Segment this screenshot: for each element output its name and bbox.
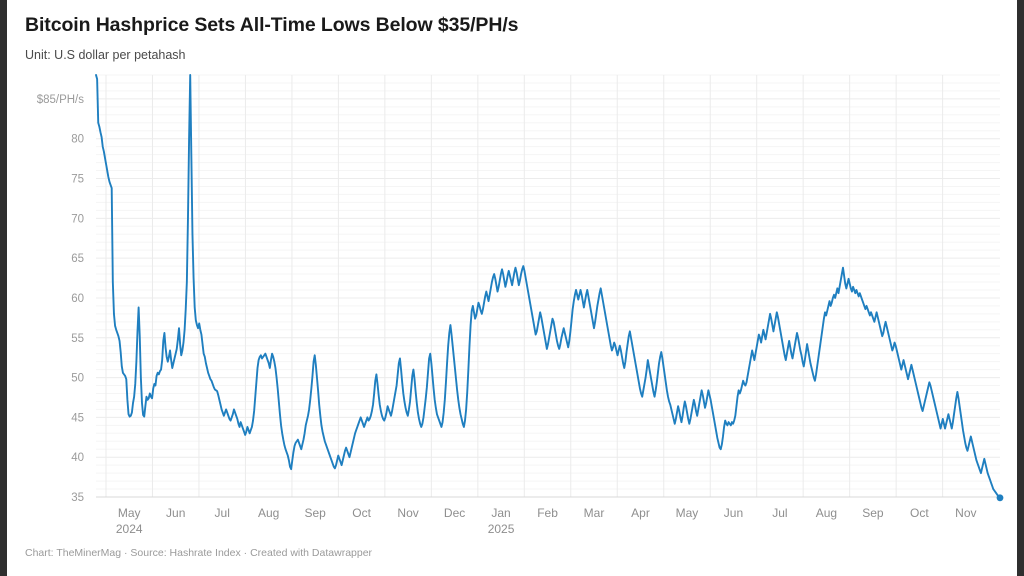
x-axis-tick-labels: May 2024 Jun Jul Aug Sep Oct Nov Dec Jan 2025 Feb Ma… bbox=[116, 506, 977, 536]
y-axis-tick-labels: $85/PH/s 80 75 70 65 60 55 50 45 40 35 bbox=[37, 94, 85, 504]
chart-subtitle: Unit: U.S dollar per petahash bbox=[25, 48, 186, 62]
svg-text:Jul: Jul bbox=[215, 506, 230, 520]
svg-text:$85/PH/s: $85/PH/s bbox=[37, 94, 85, 106]
left-letterbox-bar bbox=[0, 0, 7, 576]
svg-text:Nov: Nov bbox=[955, 506, 976, 520]
svg-text:Sep: Sep bbox=[304, 506, 326, 520]
end-point-marker bbox=[996, 494, 1004, 502]
data-series-group bbox=[95, 74, 1001, 499]
svg-text:Aug: Aug bbox=[816, 506, 837, 520]
svg-text:2025: 2025 bbox=[488, 522, 515, 536]
svg-text:Feb: Feb bbox=[537, 506, 558, 520]
svg-text:65: 65 bbox=[71, 253, 84, 265]
svg-text:2024: 2024 bbox=[116, 522, 143, 536]
svg-text:40: 40 bbox=[71, 452, 84, 464]
svg-text:60: 60 bbox=[71, 293, 84, 305]
right-letterbox-bar bbox=[1017, 0, 1024, 576]
svg-text:50: 50 bbox=[71, 373, 84, 385]
svg-text:May: May bbox=[118, 506, 141, 520]
svg-text:Jun: Jun bbox=[724, 506, 743, 520]
svg-text:Nov: Nov bbox=[397, 506, 418, 520]
svg-text:Jun: Jun bbox=[166, 506, 185, 520]
svg-text:35: 35 bbox=[71, 492, 84, 504]
svg-text:45: 45 bbox=[71, 412, 84, 424]
svg-text:Sep: Sep bbox=[862, 506, 884, 520]
svg-text:Jan: Jan bbox=[491, 506, 510, 520]
svg-text:Aug: Aug bbox=[258, 506, 279, 520]
svg-text:Mar: Mar bbox=[584, 506, 605, 520]
svg-text:Oct: Oct bbox=[910, 506, 929, 520]
svg-text:75: 75 bbox=[71, 174, 84, 186]
svg-text:Oct: Oct bbox=[352, 506, 371, 520]
svg-text:Jul: Jul bbox=[772, 506, 787, 520]
svg-text:May: May bbox=[676, 506, 699, 520]
svg-text:70: 70 bbox=[71, 213, 84, 225]
horizontal-gridlines bbox=[96, 74, 1000, 498]
svg-text:55: 55 bbox=[71, 333, 84, 345]
svg-text:Dec: Dec bbox=[444, 506, 465, 520]
chart-title: Bitcoin Hashprice Sets All-Time Lows Bel… bbox=[25, 14, 519, 36]
svg-text:80: 80 bbox=[71, 134, 84, 146]
svg-text:Apr: Apr bbox=[631, 506, 650, 520]
chart-footer-credit: Chart: TheMinerMag · Source: Hashrate In… bbox=[25, 547, 373, 559]
